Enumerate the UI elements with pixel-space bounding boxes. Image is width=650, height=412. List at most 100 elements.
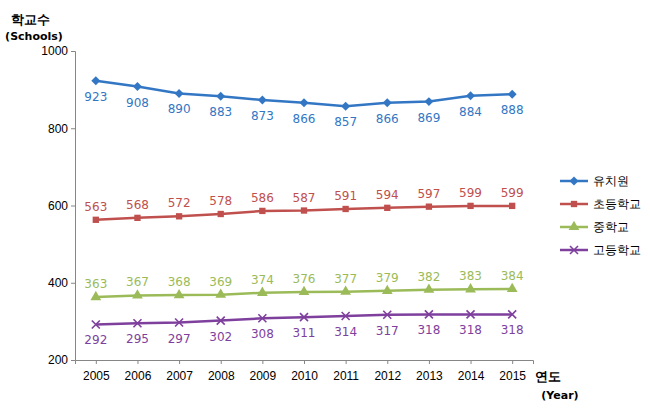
tick: 600: [48, 199, 75, 213]
marker: [218, 211, 224, 217]
tick-mark: [96, 360, 97, 364]
marker-shape: [508, 90, 517, 99]
marker-shape: [383, 311, 391, 319]
tick-mark: [71, 128, 75, 129]
series-line: [96, 314, 512, 324]
marker-shape: [91, 76, 100, 85]
marker: [341, 102, 350, 111]
marker: [217, 317, 225, 325]
marker: [340, 285, 351, 294]
data-label: 376: [293, 272, 316, 286]
tick: 2014: [458, 360, 485, 383]
marker-shape: [570, 177, 579, 186]
data-label: 888: [501, 103, 524, 117]
marker: [259, 208, 265, 214]
marker-shape: [300, 98, 309, 107]
tick-mark: [71, 206, 75, 207]
data-label: 586: [251, 191, 274, 205]
data-label: 318: [417, 323, 440, 337]
data-label: 857: [334, 115, 357, 129]
legend-label: 고등학교: [593, 243, 641, 257]
data-label: 599: [459, 186, 482, 200]
marker-shape: [383, 98, 392, 107]
tick-mark: [71, 283, 75, 284]
marker: [300, 98, 309, 107]
data-label: 363: [84, 277, 107, 291]
marker-shape: [424, 97, 433, 106]
marker-shape: [425, 310, 433, 318]
series-line: [96, 81, 512, 106]
marker-shape: [341, 102, 350, 111]
data-label: 367: [126, 275, 149, 289]
marker-shape: [509, 203, 515, 209]
tick-label: 2009: [250, 369, 277, 383]
marker-shape: [467, 203, 473, 209]
tick: 2007: [166, 360, 193, 383]
marker: [465, 283, 476, 292]
tick-mark: [137, 360, 138, 364]
data-labels: 9239088908838738668578668698848885635685…: [84, 90, 523, 348]
marker: [467, 203, 473, 209]
marker: [133, 319, 141, 327]
marker: [258, 96, 267, 105]
tick: 2005: [83, 360, 110, 383]
data-label: 368: [168, 275, 191, 289]
marker: [174, 289, 185, 298]
marker-shape: [342, 312, 350, 320]
marker-shape: [174, 289, 185, 298]
legend-marker: [570, 177, 579, 186]
tick-mark: [512, 360, 513, 364]
data-label: 292: [84, 333, 107, 347]
marker: [300, 313, 308, 321]
legend-label: 중학교: [593, 220, 629, 234]
marker-shape: [301, 207, 307, 213]
marker-shape: [300, 313, 308, 321]
marker: [215, 289, 226, 298]
data-label: 311: [293, 326, 316, 340]
tick-label: 2014: [458, 369, 485, 383]
marker: [383, 311, 391, 319]
marker: [466, 91, 475, 100]
marker-shape: [507, 283, 518, 292]
tick: 400: [48, 276, 75, 290]
marker: [92, 320, 100, 328]
marker-shape: [466, 91, 475, 100]
data-label: 599: [501, 186, 524, 200]
marker: [424, 97, 433, 106]
tick-label: 2008: [208, 369, 235, 383]
tick-label: 200: [48, 353, 68, 367]
marker: [132, 289, 143, 298]
tick: 2012: [374, 360, 401, 383]
axis-title: 연도: [535, 369, 561, 384]
tick-mark: [346, 360, 347, 364]
data-label: 587: [293, 191, 316, 205]
marker-shape: [90, 291, 101, 300]
tick-mark: [71, 51, 75, 52]
marker-shape: [132, 289, 143, 298]
marker-shape: [467, 310, 475, 318]
tick: 2006: [125, 360, 152, 383]
tick-label: 2013: [416, 369, 443, 383]
marker: [424, 283, 435, 292]
marker-shape: [465, 283, 476, 292]
data-label: 866: [293, 112, 316, 126]
marker-shape: [259, 208, 265, 214]
tick-mark: [387, 360, 388, 364]
data-label: 384: [501, 269, 524, 283]
y-axis: 2004006008001000: [41, 44, 75, 367]
marker: [382, 285, 393, 294]
series-line: [96, 206, 512, 220]
tick: 2008: [208, 360, 235, 383]
data-label: 597: [417, 187, 440, 201]
marker-shape: [218, 211, 224, 217]
marker: [467, 310, 475, 318]
marker-shape: [134, 215, 140, 221]
marker-shape: [133, 82, 142, 91]
tick: 2010: [291, 360, 318, 383]
y-axis-title: 학교수(Schools): [5, 12, 63, 43]
tick-label: 2012: [374, 369, 401, 383]
tick-mark: [71, 360, 75, 361]
legend-item: 중학교: [560, 220, 629, 234]
marker: [216, 92, 225, 101]
tick-mark: [179, 360, 180, 364]
